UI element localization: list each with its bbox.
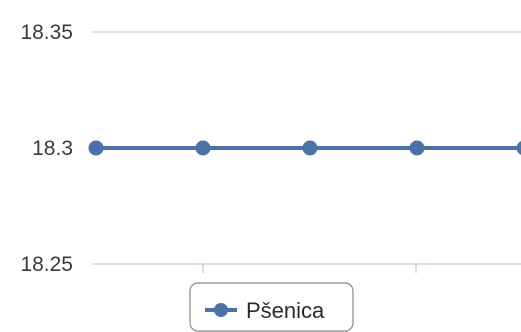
data-point[interactable] [516, 141, 521, 156]
y-axis-tick-labels: 18.25 18.3 18.35 [20, 21, 73, 276]
data-point[interactable] [88, 140, 104, 156]
legend[interactable]: Pšenica [189, 282, 354, 332]
y-tick-label: 18.3 [32, 137, 73, 160]
y-tick-label: 18.35 [20, 21, 73, 44]
x-axis [202, 264, 417, 273]
y-tick-label: 18.25 [20, 253, 73, 276]
legend-label-psenica: Pšenica [246, 298, 325, 323]
data-point[interactable] [409, 140, 425, 156]
legend-box [189, 282, 354, 332]
series-layer [88, 140, 521, 156]
data-point[interactable] [195, 140, 211, 156]
data-point[interactable] [302, 140, 318, 156]
legend-swatch-marker [214, 303, 228, 317]
